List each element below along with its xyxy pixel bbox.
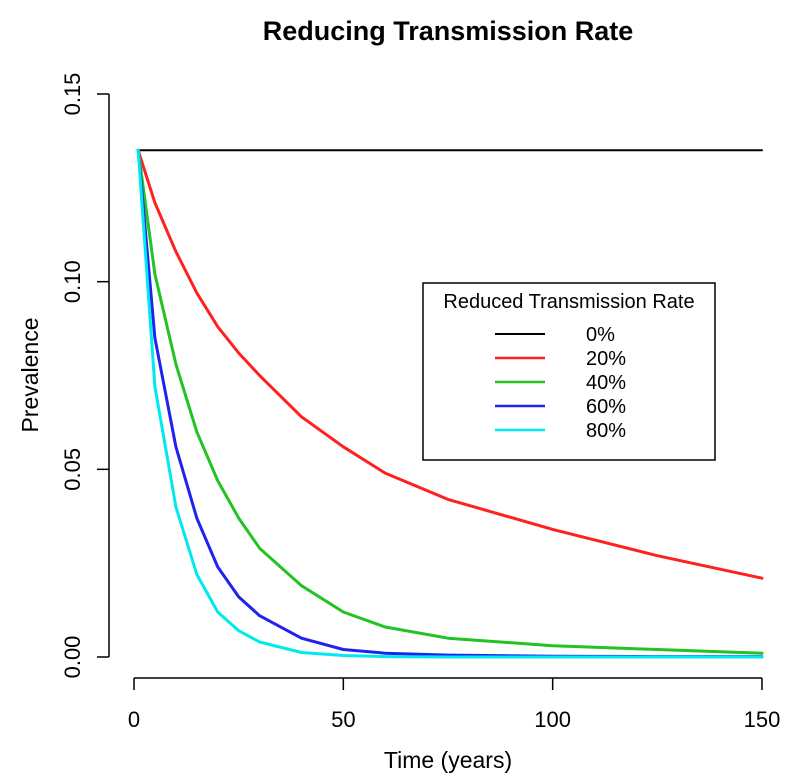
series-line-40pct — [136, 148, 764, 655]
y-tick-label: 0.10 — [60, 260, 85, 303]
legend-label: 20% — [586, 348, 626, 370]
y-tick-label: 0.05 — [60, 448, 85, 491]
legend-label: 80% — [586, 420, 626, 442]
y-axis-title: Prevalence — [17, 317, 43, 432]
legend-label: 0% — [586, 324, 615, 346]
chart-title: Reducing Transmission Rate — [263, 16, 634, 46]
legend: Reduced Transmission Rate 0%20%40%60%80% — [422, 282, 716, 461]
y-tick-label: 0.00 — [60, 636, 85, 679]
x-axis-title: Time (years) — [384, 747, 512, 773]
legend-box — [422, 282, 716, 461]
legend-label: 60% — [586, 396, 626, 418]
series-line-20pct — [136, 148, 764, 580]
x-tick-label: 0 — [128, 707, 140, 732]
legend-label: 40% — [586, 372, 626, 394]
x-tick-label: 150 — [744, 707, 781, 732]
legend-title: Reduced Transmission Rate — [443, 291, 694, 313]
y-tick-label: 0.15 — [60, 73, 85, 116]
series-lines — [136, 148, 764, 659]
axes: 0 50 100 150 0.00 0.05 0.10 0.15 — [60, 73, 780, 732]
x-tick-label: 100 — [534, 707, 571, 732]
series-line-80pct — [136, 148, 764, 659]
x-tick-label: 50 — [331, 707, 355, 732]
